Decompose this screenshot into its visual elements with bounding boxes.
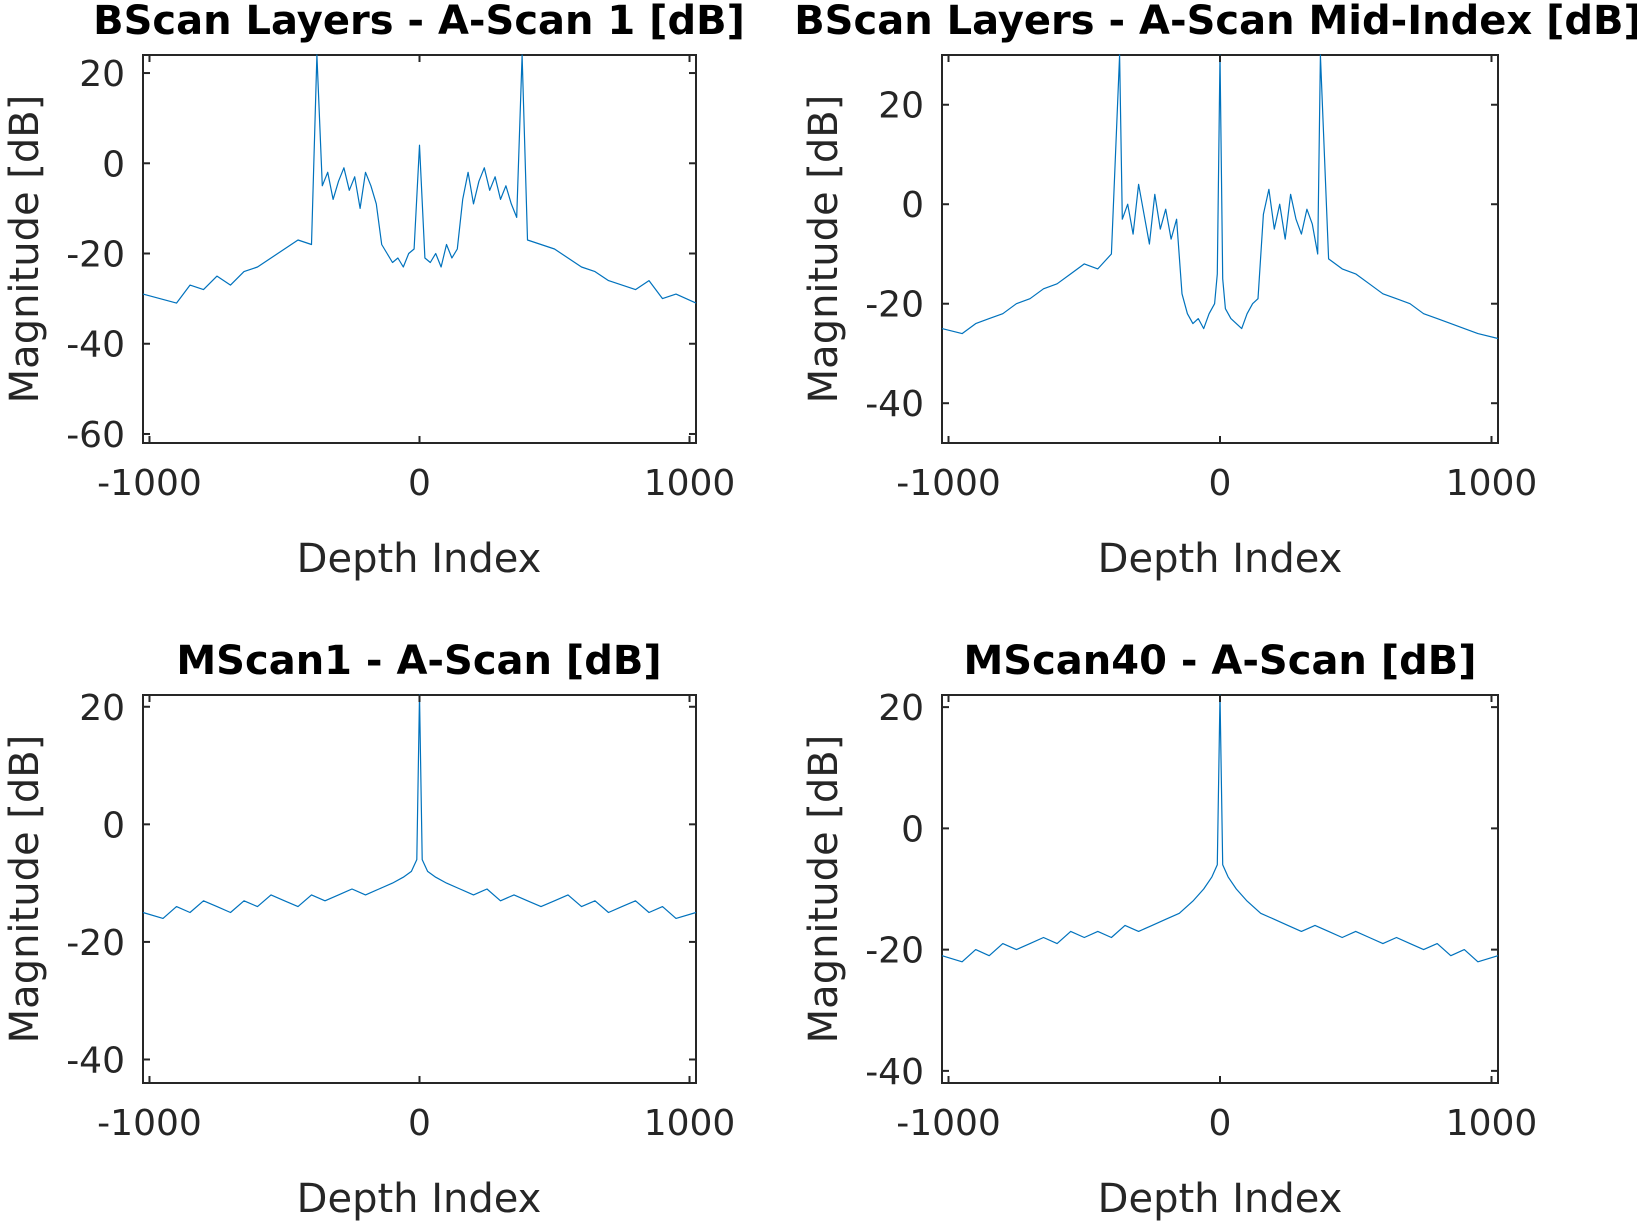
y-axis-label: Magnitude [dB] <box>2 95 48 404</box>
y-tick-label: -20 <box>66 235 125 276</box>
y-axis-label: Magnitude [dB] <box>2 735 48 1044</box>
series-line-0 <box>142 54 697 304</box>
y-tick-label: -40 <box>66 1040 125 1081</box>
y-tick-label: -20 <box>865 931 924 972</box>
y-tick-label: -40 <box>865 384 924 425</box>
x-axis-label: Depth Index <box>297 1176 542 1222</box>
chart-panel-bscan-a-scan-1: BScan Layers - A-Scan 1 [dB] -1000 0 1000 2… <box>2 0 745 582</box>
x-tick-label: 1000 <box>644 1103 736 1144</box>
x-axis-label: Depth Index <box>1098 536 1343 582</box>
y-tick-label: -20 <box>865 285 924 326</box>
y-tick-label: 0 <box>102 144 125 185</box>
x-tick-label: -1000 <box>97 463 202 504</box>
x-tick-label: 0 <box>1209 463 1232 504</box>
y-tick-label: -60 <box>66 415 125 456</box>
y-axis-label: Magnitude [dB] <box>801 735 847 1044</box>
x-axis-label: Depth Index <box>297 536 542 582</box>
y-tick-label: -40 <box>865 1052 924 1093</box>
chart-panel-mscan40-a-scan: MScan40 - A-Scan [dB] -1000 0 1000 20 0 -20 -4… <box>801 638 1537 1222</box>
x-tick-label: -1000 <box>896 1103 1001 1144</box>
x-tick-label: 1000 <box>644 463 736 504</box>
y-axis-label: Magnitude [dB] <box>801 95 847 404</box>
y-tick-label: -20 <box>66 923 125 964</box>
chart-title: BScan Layers - A-Scan Mid-Index [dB] <box>794 0 1637 44</box>
plot-marks: -1000 0 1000 20 0 -20 -40 <box>865 54 1538 504</box>
y-tick-label: 20 <box>878 688 924 729</box>
x-tick-label: 0 <box>408 463 431 504</box>
plot-marks: -1000 0 1000 20 0 -20 -40 <box>66 688 735 1144</box>
y-tick-label: 20 <box>878 86 924 127</box>
y-tick-label: 20 <box>79 54 125 95</box>
x-tick-label: 0 <box>1209 1103 1232 1144</box>
y-tick-label: 0 <box>901 809 924 850</box>
chart-title: MScan40 - A-Scan [dB] <box>963 638 1476 684</box>
x-axis-label: Depth Index <box>1098 1176 1343 1222</box>
x-tick-label: 1000 <box>1446 1103 1538 1144</box>
y-tick-label: 0 <box>102 805 125 846</box>
x-tick-label: 0 <box>408 1103 431 1144</box>
chart-title: MScan1 - A-Scan [dB] <box>176 638 661 684</box>
y-tick-label: 0 <box>901 185 924 226</box>
plot-marks: -1000 0 1000 20 0 -20 -40 <box>865 688 1537 1144</box>
chart-title: BScan Layers - A-Scan 1 [dB] <box>93 0 745 44</box>
chart-panel-bscan-a-scan-mid-index: BScan Layers - A-Scan Mid-Index [dB] -10… <box>794 0 1637 582</box>
plot-marks: -1000 0 1000 20 0 -20 -40 -60 <box>66 54 735 504</box>
y-tick-label: 20 <box>79 688 125 729</box>
x-tick-label: -1000 <box>97 1103 202 1144</box>
x-tick-label: -1000 <box>896 463 1001 504</box>
x-tick-label: 1000 <box>1446 463 1538 504</box>
chart-panel-mscan1-a-scan: MScan1 - A-Scan [dB] -1000 0 1000 20 0 -20 -40… <box>2 638 735 1222</box>
y-tick-label: -40 <box>66 325 125 366</box>
